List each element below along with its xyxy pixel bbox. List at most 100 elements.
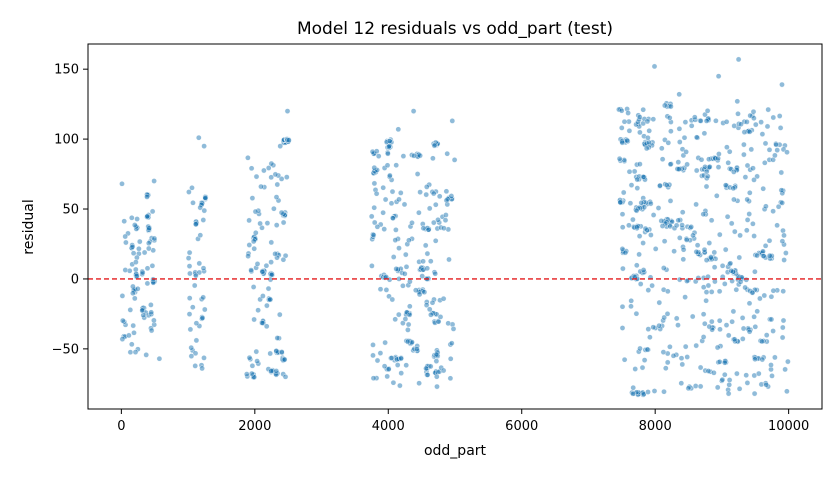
data-point (186, 263, 193, 269)
data-point (149, 208, 156, 215)
data-point (370, 375, 377, 382)
data-point (736, 385, 743, 392)
data-point (688, 123, 695, 129)
data-point (754, 308, 761, 315)
data-point (433, 358, 440, 364)
data-point (369, 263, 375, 269)
data-point (128, 214, 135, 221)
data-point (719, 262, 726, 269)
data-point (440, 367, 447, 374)
data-point (731, 123, 738, 129)
data-point (128, 341, 135, 348)
data-point (656, 322, 662, 329)
data-point (433, 351, 440, 358)
data-point (763, 203, 769, 210)
data-point (752, 323, 759, 330)
data-point (700, 211, 707, 217)
data-point (119, 293, 126, 299)
data-point (690, 232, 696, 239)
data-point (406, 311, 413, 318)
data-point (694, 242, 701, 248)
data-point (634, 224, 640, 230)
data-point (785, 358, 791, 365)
data-point (675, 322, 681, 328)
data-point (412, 287, 419, 294)
data-point (126, 332, 132, 339)
data-point (618, 107, 625, 114)
data-point (714, 384, 721, 391)
data-point (392, 316, 399, 323)
data-point (187, 270, 193, 277)
data-point (707, 164, 713, 170)
data-point (759, 131, 766, 137)
data-point (760, 253, 767, 259)
data-point (263, 262, 270, 269)
data-point (636, 233, 643, 239)
data-point (395, 126, 402, 133)
data-point (245, 253, 251, 259)
data-point (744, 227, 750, 234)
data-point (151, 235, 158, 242)
data-point (187, 326, 194, 333)
data-point (705, 368, 712, 374)
data-point (243, 371, 250, 377)
data-point (371, 180, 378, 187)
data-point (773, 141, 779, 148)
data-point (637, 114, 643, 120)
data-point (248, 370, 255, 377)
data-point (744, 196, 751, 203)
data-point (741, 151, 747, 158)
data-point (779, 238, 786, 244)
data-point (368, 213, 375, 220)
data-point (400, 282, 406, 289)
data-point (625, 110, 631, 116)
data-point (396, 196, 402, 203)
data-point (373, 148, 380, 154)
data-point (750, 220, 756, 227)
data-point (427, 258, 434, 265)
data-point (286, 137, 292, 143)
data-point (780, 324, 786, 331)
data-point (651, 63, 658, 70)
data-point (619, 325, 626, 331)
data-point (705, 173, 711, 180)
data-point (281, 356, 288, 363)
data-point (437, 314, 444, 320)
data-point (390, 254, 397, 260)
data-point (703, 297, 709, 304)
data-point (703, 118, 710, 124)
data-point (704, 108, 711, 114)
data-point (121, 218, 127, 224)
data-point (197, 204, 203, 211)
data-point (711, 369, 717, 376)
data-point (630, 390, 636, 397)
data-point (725, 332, 732, 339)
data-point (249, 195, 256, 201)
data-point (768, 316, 775, 323)
data-point (761, 292, 768, 299)
data-point (444, 150, 451, 157)
data-point (189, 304, 196, 311)
x-tick-label: 4000 (372, 419, 405, 434)
data-point (417, 152, 423, 159)
data-point (426, 306, 433, 313)
data-point (131, 329, 137, 336)
x-axis-label: odd_part (424, 443, 487, 459)
data-point (732, 228, 738, 235)
data-point (751, 313, 757, 320)
data-point (403, 362, 410, 369)
data-point (430, 155, 436, 162)
data-point (706, 323, 713, 330)
data-point (784, 149, 790, 155)
data-point (781, 257, 787, 263)
data-point (759, 356, 766, 363)
data-point (273, 222, 280, 228)
data-point (703, 289, 710, 295)
data-point (409, 219, 415, 226)
data-point (375, 153, 382, 159)
data-point (779, 81, 785, 88)
y-tick-label: 50 (62, 203, 79, 218)
data-point (693, 248, 700, 255)
data-point (684, 354, 691, 360)
data-point (693, 134, 700, 141)
